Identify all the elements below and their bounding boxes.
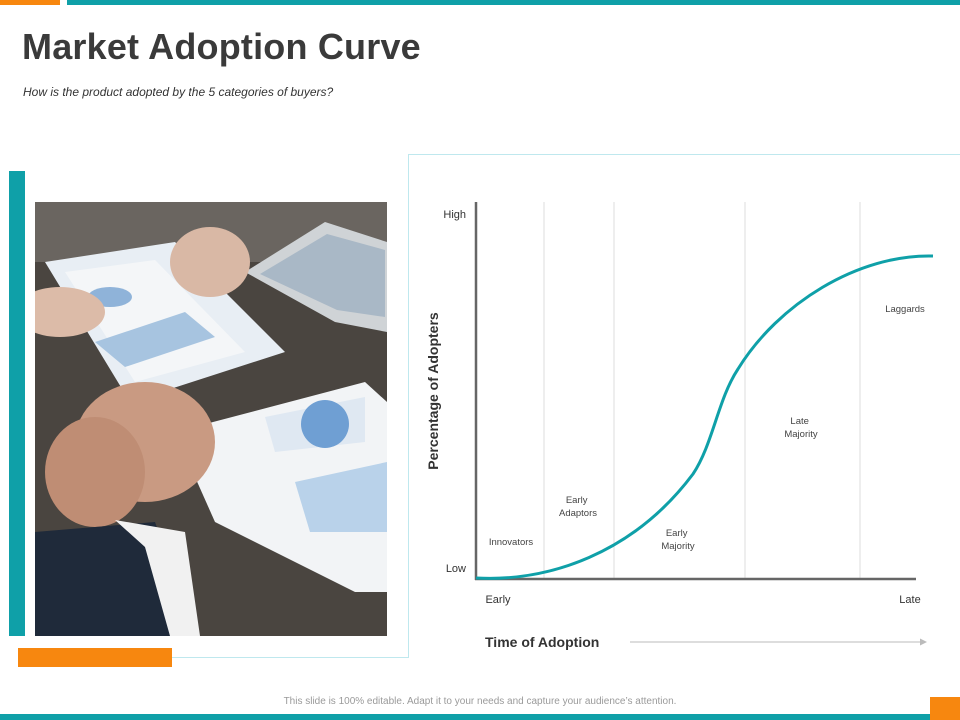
chart-frame — [408, 154, 960, 658]
segment-label-early-majority: Early Majority — [661, 528, 695, 552]
segment-label-innovators: Innovators — [489, 537, 534, 548]
x-axis-title-arrowhead — [920, 638, 927, 646]
left-accent-bar — [9, 171, 25, 636]
bottom-accent-teal — [0, 714, 960, 720]
y-tick-low: Low — [446, 563, 466, 575]
y-tick-high: High — [443, 209, 466, 221]
segment-label-early-adaptors: Early Adaptors — [559, 495, 597, 519]
segment-label-late-majority: Late Majority — [784, 416, 818, 440]
y-axis-title: Percentage of Adopters — [425, 312, 441, 470]
adoption-curve-chart: High Low Percentage of Adopters Early La… — [425, 202, 934, 650]
x-tick-early: Early — [485, 594, 511, 606]
bottom-accent-orange — [18, 648, 172, 667]
x-axis-title: Time of Adoption — [485, 634, 599, 650]
adoption-curve-line — [475, 254, 934, 580]
page-subtitle: How is the product adopted by the 5 cate… — [23, 85, 334, 99]
segment-label-laggards: Laggards — [885, 304, 925, 315]
bottom-corner-orange — [930, 697, 960, 720]
x-tick-late: Late — [899, 594, 920, 606]
top-accent-orange — [0, 0, 60, 5]
top-accent-teal — [67, 0, 960, 5]
business-meeting-photo — [35, 202, 387, 636]
footer-note: This slide is 100% editable. Adapt it to… — [283, 696, 677, 707]
page-title: Market Adoption Curve — [22, 26, 421, 67]
